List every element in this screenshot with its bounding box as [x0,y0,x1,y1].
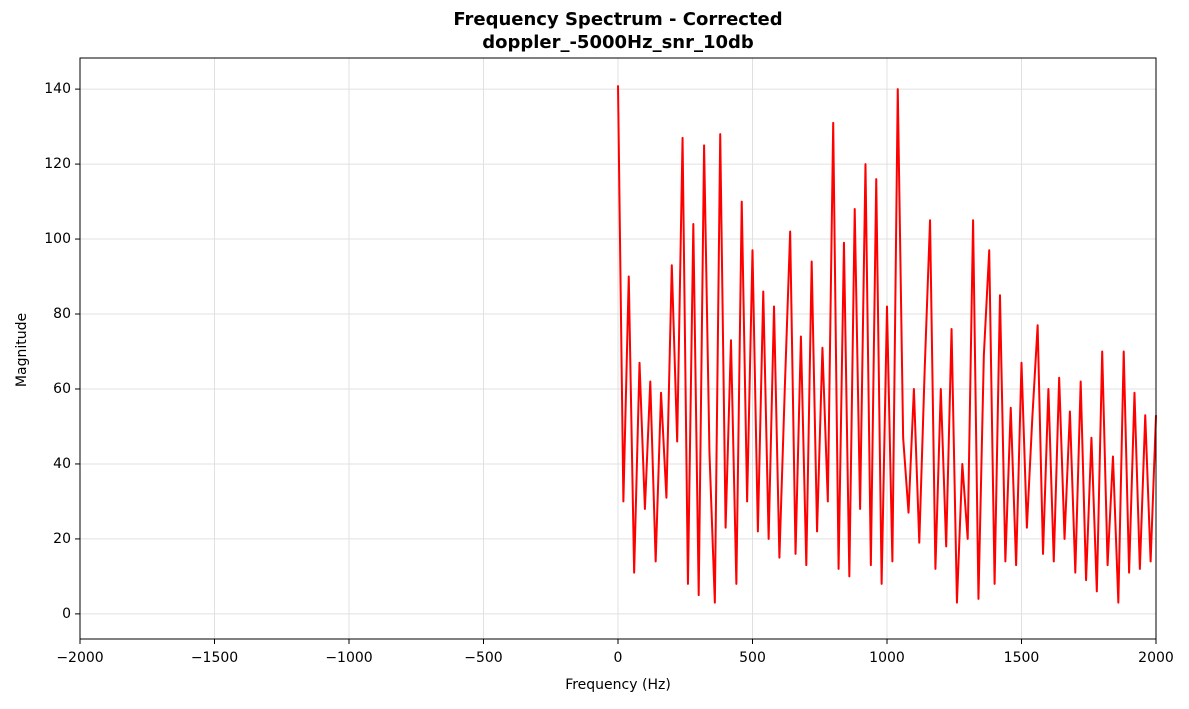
y-tick-label: 80 [53,306,71,322]
y-tick-label: 40 [53,456,71,472]
y-tick-label: 100 [44,231,71,247]
x-tick-label: −1500 [191,650,238,666]
y-tick-label: 140 [44,81,71,97]
x-tick-label: −2000 [56,650,103,666]
chart-title: Frequency Spectrum - Corrected [453,9,782,30]
chart-subtitle: doppler_-5000Hz_snr_10db [482,32,754,53]
x-tick-label: 2000 [1138,650,1174,666]
x-tick-label: −1000 [325,650,372,666]
x-tick-label: 1500 [1004,650,1040,666]
x-tick-label: 500 [739,650,766,666]
y-tick-label: 120 [44,156,71,172]
plot-frame [79,57,1157,640]
y-tick-label: 0 [62,606,71,622]
y-tick-label: 20 [53,531,71,547]
x-axis-label: Frequency (Hz) [565,677,671,693]
y-axis-label: Magnitude [14,313,30,387]
x-tick-label: 1000 [869,650,905,666]
x-tick-label: 0 [614,650,623,666]
y-tick-label: 60 [53,381,71,397]
spectrum-line [617,85,1157,604]
x-tick-label: −500 [464,650,502,666]
